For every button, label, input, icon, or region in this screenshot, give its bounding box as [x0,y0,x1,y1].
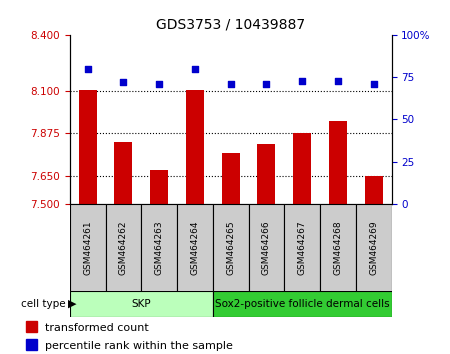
Bar [79,90,97,204]
Point [191,66,198,72]
Bar [356,204,392,292]
Point [334,78,342,84]
Point [156,81,163,87]
Text: SKP: SKP [131,299,151,309]
Bar [320,204,356,292]
Bar [114,142,132,204]
Point [84,66,91,72]
Bar [213,204,248,292]
Bar [222,153,239,204]
Text: transformed count: transformed count [45,323,149,333]
Bar [293,132,311,204]
Title: GDS3753 / 10439887: GDS3753 / 10439887 [156,17,305,32]
Bar [150,170,168,204]
Bar [329,121,347,204]
Bar [26,321,37,332]
Point [370,81,377,87]
Bar [105,204,141,292]
Point [120,80,127,85]
Text: GSM464262: GSM464262 [119,221,128,275]
Point [227,81,234,87]
Bar [257,144,275,204]
Text: cell type: cell type [21,299,65,309]
Bar [177,204,213,292]
Point [263,81,270,87]
Bar [141,204,177,292]
Bar [70,291,213,317]
Bar [284,204,320,292]
Text: GSM464265: GSM464265 [226,221,235,275]
Bar [364,176,382,204]
Bar [186,90,204,204]
Text: GSM464269: GSM464269 [369,221,378,275]
Bar [213,291,392,317]
Text: GSM464264: GSM464264 [190,221,199,275]
Text: GSM464267: GSM464267 [297,221,306,275]
Text: GSM464263: GSM464263 [155,221,164,275]
Text: GSM464268: GSM464268 [333,221,342,275]
Bar [70,204,105,292]
Point [298,78,306,84]
Bar [248,204,284,292]
Text: ▶: ▶ [68,299,76,309]
Text: Sox2-positive follicle dermal cells: Sox2-positive follicle dermal cells [215,299,389,309]
Text: percentile rank within the sample: percentile rank within the sample [45,341,233,350]
Text: GSM464266: GSM464266 [262,221,271,275]
Bar [26,339,37,350]
Text: GSM464261: GSM464261 [83,221,92,275]
